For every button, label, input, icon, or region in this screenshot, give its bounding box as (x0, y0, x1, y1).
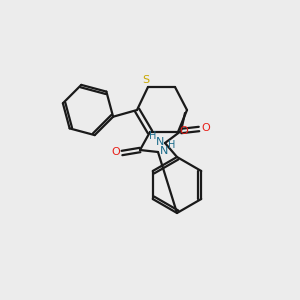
Text: H: H (149, 131, 157, 141)
Text: O: O (112, 147, 120, 157)
Text: H: H (168, 140, 176, 150)
Text: O: O (180, 126, 188, 136)
Text: S: S (142, 75, 150, 85)
Text: N: N (160, 146, 168, 156)
Text: O: O (202, 123, 210, 133)
Text: N: N (156, 137, 164, 147)
